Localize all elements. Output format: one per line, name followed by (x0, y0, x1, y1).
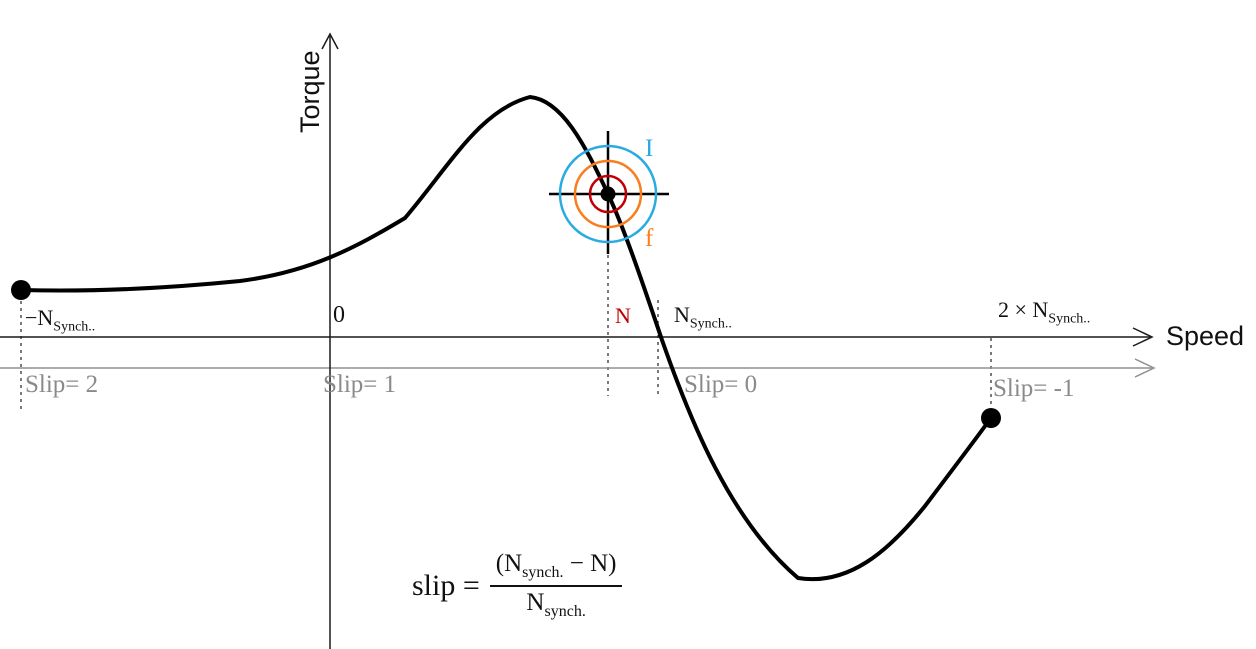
formula-denominator-sub: synch. (544, 603, 586, 620)
operating-point-marker (600, 186, 616, 202)
tick-two-nsynch: 2 × NSynch.. (998, 299, 1090, 326)
formula-denominator-main: N (526, 589, 545, 616)
tick-neg-nsynch-main: −N (25, 305, 54, 330)
slip-axis-arrow-icon (1134, 358, 1156, 378)
curve-start-marker (11, 280, 31, 300)
formula-fraction: (Nsynch. − N) Nsynch. (489, 550, 623, 620)
slip-formula: slip = (Nsynch. − N) Nsynch. (412, 550, 623, 620)
frequency-circle (573, 159, 643, 229)
formula-numerator-post: − N) (563, 550, 617, 577)
formula-numerator-sub: synch. (522, 564, 564, 581)
slip-label-0: Slip= 0 (684, 371, 758, 398)
torque-axis-arrow-icon (321, 32, 339, 50)
current-annotation: I (645, 135, 654, 162)
curve-end-marker (981, 408, 1001, 428)
speed-axis-label: Speed (1166, 321, 1245, 351)
torque-axis-label: Torque (295, 50, 325, 133)
current-circle (558, 144, 658, 244)
speed-axis-arrow-icon (1132, 327, 1154, 347)
tick-nsynch-sub: Synch.. (689, 316, 732, 332)
tick-n-operating: N (615, 303, 631, 328)
torque-speed-curve (19, 94, 993, 582)
tick-two-nsynch-main: 2 × N (998, 297, 1049, 322)
tick-two-nsynch-sub: Synch.. (1048, 311, 1091, 327)
tick-nsynch: NSynch.. (674, 304, 732, 331)
formula-lhs: slip = (412, 568, 480, 602)
formula-numerator: (Nsynch. − N) (489, 550, 623, 587)
formula-denominator: Nsynch. (526, 587, 585, 620)
tick-nsynch-main: N (674, 302, 690, 327)
slip-label-2: Slip= 2 (25, 371, 99, 398)
inner-circle (588, 174, 628, 214)
frequency-annotation: f (645, 225, 654, 252)
formula-numerator-pre: (N (495, 550, 523, 577)
slip-label-neg-1: Slip= -1 (993, 375, 1075, 402)
tick-neg-nsynch-sub: Synch.. (53, 319, 96, 335)
slip-label-1: Slip= 1 (323, 371, 397, 398)
tick-zero: 0 (333, 302, 345, 328)
tick-neg-nsynch: −NSynch.. (25, 307, 95, 334)
